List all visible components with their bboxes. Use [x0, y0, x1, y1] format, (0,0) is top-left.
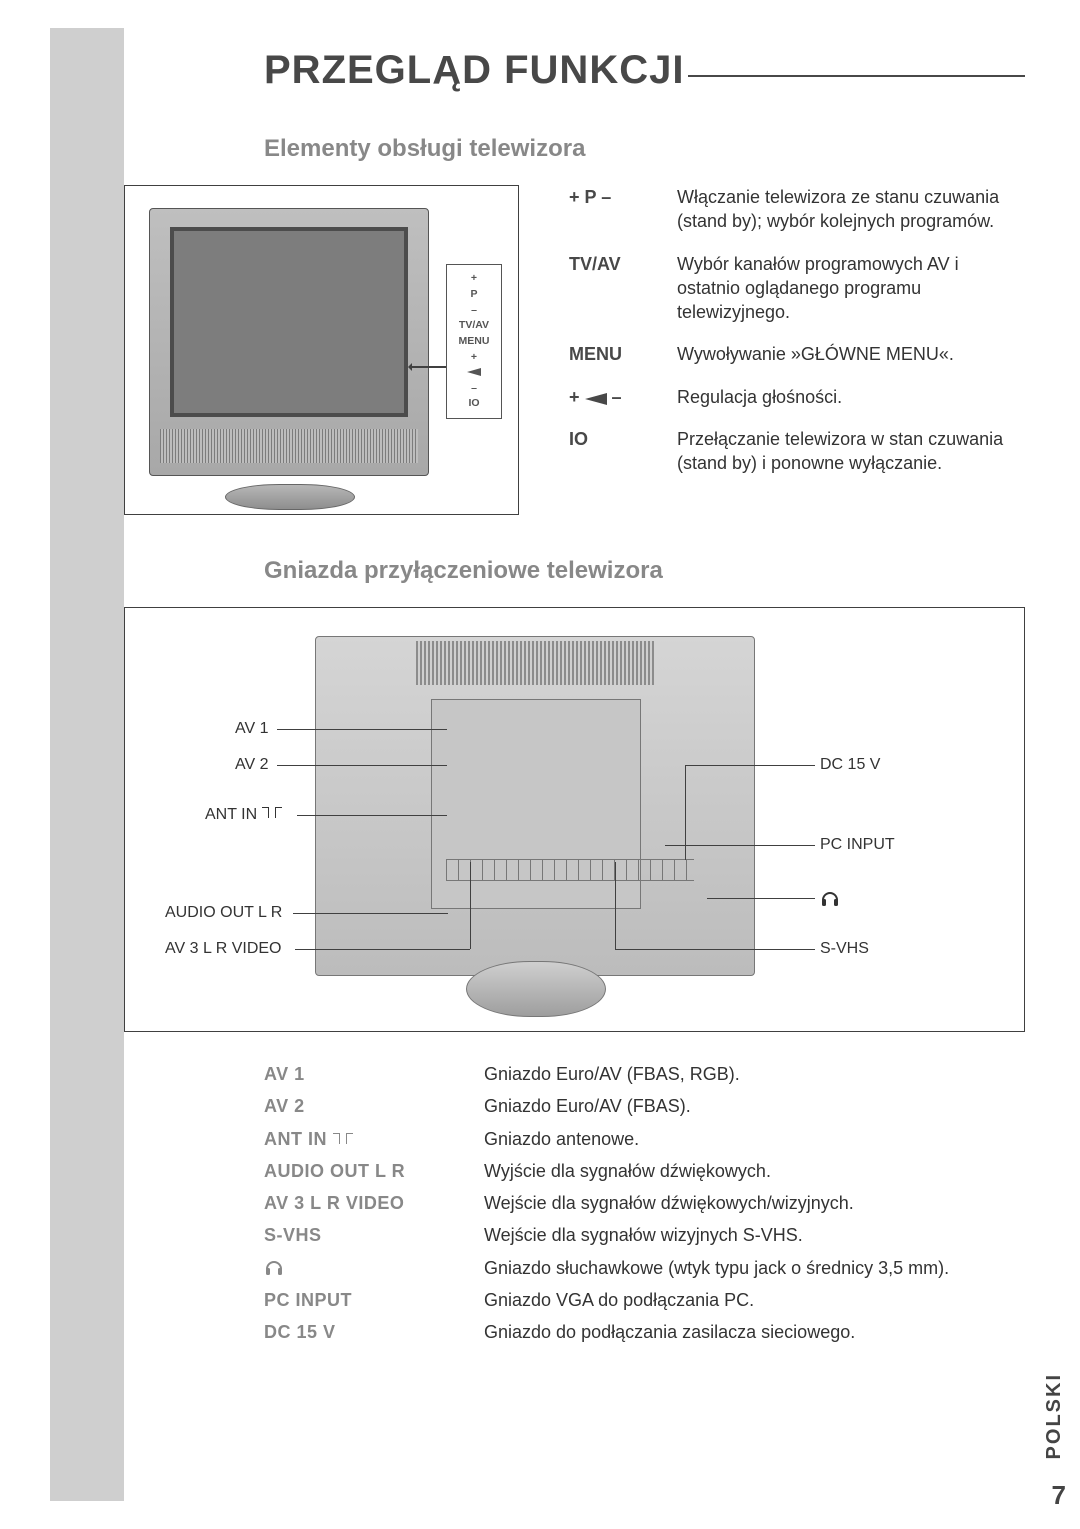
language-tab: POLSKI	[1043, 1373, 1066, 1459]
socket-key-headphone	[264, 1256, 464, 1280]
tv-rear-body	[315, 636, 755, 976]
control-desc: Włączanie telewizora ze stanu czuwania (…	[677, 185, 1025, 234]
socket-row: Gniazdo słuchawkowe (wtyk typu jack o śr…	[264, 1256, 1025, 1280]
socket-desc: Wejście dla sygnałów dźwiękowych/wizyjny…	[484, 1191, 1025, 1215]
lead	[295, 949, 470, 950]
socket-row: AV 1 Gniazdo Euro/AV (FBAS, RGB).	[264, 1062, 1025, 1086]
socket-row: ANT IN Gniazdo antenowe.	[264, 1127, 1025, 1151]
antenna-icon	[262, 807, 282, 819]
panel-btn-menu: MENU	[449, 334, 499, 350]
socket-key: PC INPUT	[264, 1288, 464, 1312]
socket-key-antin: ANT IN	[264, 1127, 464, 1151]
socket-key: AV 1	[264, 1062, 464, 1086]
page-content: PRZEGLĄD FUNKCJI Elementy obsługi telewi…	[124, 28, 1025, 1501]
tv-front-figure: + P – TV/AV MENU + – IO	[124, 185, 519, 515]
panel-btn-vol-icon	[449, 366, 499, 381]
lead-v	[470, 862, 471, 949]
label-audioout: AUDIO OUT L R	[165, 904, 282, 922]
control-key: MENU	[569, 342, 661, 366]
control-row-tvav: TV/AV Wybór kanałów programowych AV i os…	[569, 252, 1025, 325]
socket-desc: Gniazdo VGA do podłączania PC.	[484, 1288, 1025, 1312]
socket-desc: Wejście dla sygnałów wizyjnych S-VHS.	[484, 1223, 1025, 1247]
socket-desc: Gniazdo Euro/AV (FBAS, RGB).	[484, 1062, 1025, 1086]
socket-row: S-VHS Wejście dla sygnałów wizyjnych S-V…	[264, 1223, 1025, 1247]
control-row-menu: MENU Wywoływanie »GŁÓWNE MENU«.	[569, 342, 1025, 366]
lead	[277, 765, 447, 766]
title-rule	[688, 75, 1025, 77]
lead	[685, 765, 815, 766]
antenna-icon	[333, 1133, 353, 1145]
control-key: + P –	[569, 185, 661, 234]
socket-desc: Gniazdo antenowe.	[484, 1127, 1025, 1151]
control-row-volume: + – Regulacja głośności.	[569, 385, 1025, 409]
panel-arrow	[410, 366, 446, 368]
page-title: PRZEGLĄD FUNKCJI	[264, 48, 1025, 93]
control-panel-callout: + P – TV/AV MENU + – IO	[446, 264, 502, 419]
socket-key: AV 2	[264, 1094, 464, 1118]
socket-desc: Gniazdo słuchawkowe (wtyk typu jack o śr…	[484, 1256, 1025, 1280]
tv-body	[149, 208, 429, 476]
socket-row: PC INPUT Gniazdo VGA do podłączania PC.	[264, 1288, 1025, 1312]
socket-row: AV 2 Gniazdo Euro/AV (FBAS).	[264, 1094, 1025, 1118]
sockets-table: AV 1 Gniazdo Euro/AV (FBAS, RGB). AV 2 G…	[264, 1062, 1025, 1345]
controls-list: + P – Włączanie telewizora ze stanu czuw…	[569, 185, 1025, 515]
label-antin: ANT IN	[205, 806, 282, 824]
lead	[293, 913, 448, 914]
socket-key: AUDIO OUT L R	[264, 1159, 464, 1183]
margin-strip	[50, 28, 124, 1501]
controls-row: + P – TV/AV MENU + – IO + P – Włączanie …	[124, 185, 1025, 515]
lead-v	[615, 862, 616, 949]
label-av2: AV 2	[235, 756, 269, 774]
lead	[297, 815, 447, 816]
label-av1: AV 1	[235, 720, 269, 738]
tv-screen	[170, 227, 408, 417]
socket-key: DC 15 V	[264, 1320, 464, 1344]
label-antin-text: ANT IN	[205, 806, 257, 823]
label-dc15v: DC 15 V	[820, 756, 880, 774]
panel-btn-p-plus: +	[449, 271, 499, 287]
label-av3: AV 3 L R VIDEO	[165, 940, 281, 958]
control-desc: Wywoływanie »GŁÓWNE MENU«.	[677, 342, 1025, 366]
section-heading-sockets: Gniazda przyłączeniowe telewizora	[264, 557, 1025, 585]
control-desc: Regulacja głośności.	[677, 385, 1025, 409]
section-heading-controls: Elementy obsługi telewizora	[264, 135, 1025, 163]
tv-rear-sockets	[446, 859, 694, 881]
lead	[665, 845, 815, 846]
panel-btn-io: IO	[449, 396, 499, 412]
tv-speaker-grille	[160, 429, 418, 463]
socket-key: AV 3 L R VIDEO	[264, 1191, 464, 1215]
control-desc: Przełączanie telewizora w stan czuwania …	[677, 427, 1025, 476]
control-desc: Wybór kanałów programowych AV i ostatnio…	[677, 252, 1025, 325]
label-svhs: S-VHS	[820, 940, 869, 958]
lead	[707, 898, 815, 899]
control-row-io: IO Przełączanie telewizora w stan czuwan…	[569, 427, 1025, 476]
label-headphone-icon	[820, 888, 840, 910]
panel-btn-tvav: TV/AV	[449, 318, 499, 334]
socket-desc: Wyjście dla sygnałów dźwiękowych.	[484, 1159, 1025, 1183]
socket-desc: Gniazdo do podłączania zasilacza sieciow…	[484, 1320, 1025, 1344]
socket-row: AUDIO OUT L R Wyjście dla sygnałów dźwię…	[264, 1159, 1025, 1183]
panel-btn-p-minus: –	[449, 303, 499, 319]
lead	[615, 949, 815, 950]
control-row-p: + P – Włączanie telewizora ze stanu czuw…	[569, 185, 1025, 234]
socket-desc: Gniazdo Euro/AV (FBAS).	[484, 1094, 1025, 1118]
lead	[277, 729, 447, 730]
control-key: IO	[569, 427, 661, 476]
tv-rear-figure: AV 1 AV 2 ANT IN AUDIO OUT L R AV 3 L R …	[124, 607, 1025, 1032]
page-title-text: PRZEGLĄD FUNKCJI	[264, 48, 684, 93]
panel-btn-p: P	[449, 287, 499, 303]
label-pcinput: PC INPUT	[820, 836, 895, 854]
tv-rear-pedestal	[466, 961, 606, 1017]
control-key: TV/AV	[569, 252, 661, 325]
socket-row: DC 15 V Gniazdo do podłączania zasilacza…	[264, 1320, 1025, 1344]
tv-rear-vents	[416, 641, 654, 685]
control-key-volume: + –	[569, 385, 661, 409]
panel-btn-vol-plus: +	[449, 350, 499, 366]
tv-stand	[225, 484, 355, 510]
socket-key: S-VHS	[264, 1223, 464, 1247]
panel-btn-vol-minus: –	[449, 381, 499, 397]
page-number: 7	[1052, 1480, 1066, 1511]
socket-row: AV 3 L R VIDEO Wejście dla sygnałów dźwi…	[264, 1191, 1025, 1215]
